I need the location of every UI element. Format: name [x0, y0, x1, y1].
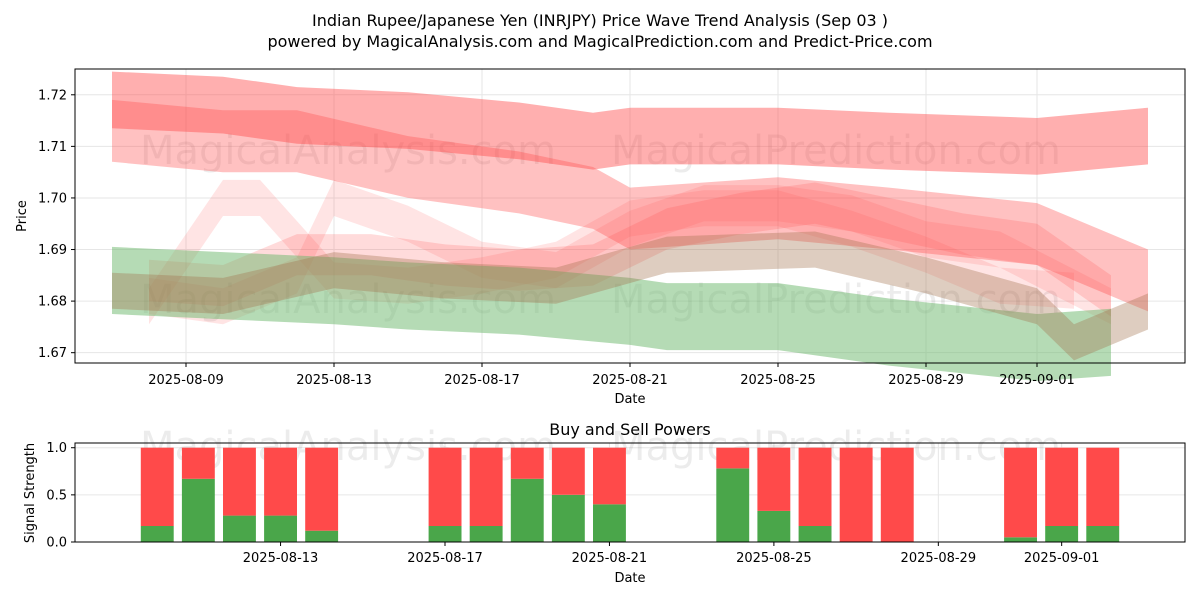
price-y-tick-label: 1.70: [38, 191, 67, 206]
signal-title: Buy and Sell Powers: [549, 420, 711, 439]
price-y-tick-label: 1.68: [38, 295, 67, 310]
buy-bar: [593, 504, 626, 542]
signal-y-label: Signal Strength: [23, 443, 38, 543]
sell-bar: [1045, 447, 1079, 526]
price-x-tick-label: 2025-08-29: [888, 373, 964, 388]
sell-bar: [880, 447, 914, 542]
price-y-tick-label: 1.67: [38, 346, 67, 361]
chart-subtitle: powered by MagicalAnalysis.com and Magic…: [267, 32, 932, 51]
sell-bar: [798, 447, 832, 526]
buy-bar: [1004, 537, 1037, 542]
wave-band-red: [149, 182, 1111, 317]
wave-band-red: [149, 179, 1111, 325]
sell-bar: [264, 447, 297, 516]
price-y-tick-label: 1.71: [38, 140, 67, 155]
sell-bar: [757, 447, 791, 511]
watermark-analysis: MagicalAnalysis.com: [140, 128, 556, 174]
signal-y-tick-label: 1.0: [46, 441, 67, 456]
signal-panel: Buy and Sell Powers MagicalAnalysis.com …: [23, 420, 1186, 586]
price-x-tick-label: 2025-08-21: [592, 373, 668, 388]
signal-axes-frame: [74, 442, 1186, 543]
price-y-label: Price: [15, 200, 30, 232]
buy-bar: [428, 526, 462, 542]
buy-bar: [716, 468, 750, 542]
sell-bar: [593, 447, 626, 505]
price-x-tick-label: 2025-08-13: [296, 373, 372, 388]
price-x-tick-label: 2025-08-25: [740, 373, 816, 388]
sell-bar: [469, 447, 503, 526]
price-y-tick-label: 1.69: [38, 243, 67, 258]
buy-bar: [264, 515, 297, 542]
signal-y-tick-label: 0.0: [46, 536, 67, 551]
signal-y-ticks: 0.0 0.5 1.0: [46, 441, 75, 551]
buy-bar: [1045, 526, 1079, 542]
wave-band-red: [112, 99, 1148, 312]
signal-x-tick-label: 2025-09-01: [1024, 551, 1100, 566]
watermark-prediction: MagicalPrediction.com: [611, 128, 1061, 174]
price-panel: MagicalAnalysis.com MagicalPrediction.co…: [15, 68, 1186, 407]
sell-bar: [140, 447, 174, 526]
watermark-prediction-3: MagicalPrediction.com: [611, 424, 1061, 470]
sell-bar: [223, 447, 256, 516]
signal-x-label: Date: [614, 571, 645, 586]
signal-x-ticks: 2025-08-13 2025-08-17 2025-08-21 2025-08-25…: [243, 542, 1100, 566]
price-x-tick-label: 2025-08-17: [444, 373, 520, 388]
buy-bar: [510, 478, 544, 542]
signal-x-tick-label: 2025-08-25: [736, 551, 812, 566]
price-x-label: Date: [614, 392, 645, 407]
wave-band-brown: [112, 231, 1148, 361]
signal-x-tick-label: 2025-08-29: [901, 551, 977, 566]
price-y-ticks: 1.67 1.68 1.69 1.70 1.71 1.72: [38, 88, 75, 361]
signal-x-tick-label: 2025-08-21: [572, 551, 648, 566]
sell-bar: [181, 447, 215, 479]
buy-bar: [181, 478, 215, 542]
buy-bar: [223, 515, 256, 542]
price-x-tick-label: 2025-09-01: [999, 373, 1075, 388]
price-x-tick-label: 2025-08-09: [148, 373, 224, 388]
sell-bar: [716, 447, 750, 469]
wave-band-green: [112, 246, 1111, 382]
wave-bands: [112, 71, 1148, 382]
buy-bar: [140, 526, 174, 542]
buy-bar: [551, 494, 585, 542]
signal-bars: [140, 447, 1120, 542]
buy-bar: [469, 526, 503, 542]
buy-bar: [798, 526, 832, 542]
sell-bar: [510, 447, 544, 479]
chart-title: Indian Rupee/Japanese Yen (INRJPY) Price…: [312, 11, 888, 30]
signal-x-tick-label: 2025-08-13: [243, 551, 319, 566]
sell-bar: [1004, 447, 1037, 538]
signal-y-tick-label: 0.5: [46, 488, 67, 503]
sell-bar: [305, 447, 339, 531]
buy-bar: [757, 510, 791, 542]
buy-bar: [1086, 526, 1120, 542]
buy-bar: [305, 530, 339, 542]
signal-x-tick-label: 2025-08-17: [407, 551, 483, 566]
sell-bar: [551, 447, 585, 495]
sell-bar: [839, 447, 873, 542]
price-x-ticks: 2025-08-09 2025-08-13 2025-08-17 2025-08-21…: [148, 363, 1075, 388]
price-y-tick-label: 1.72: [38, 88, 67, 103]
wave-band-red: [112, 71, 1148, 175]
sell-bar: [1086, 447, 1120, 526]
sell-bar: [428, 447, 462, 526]
